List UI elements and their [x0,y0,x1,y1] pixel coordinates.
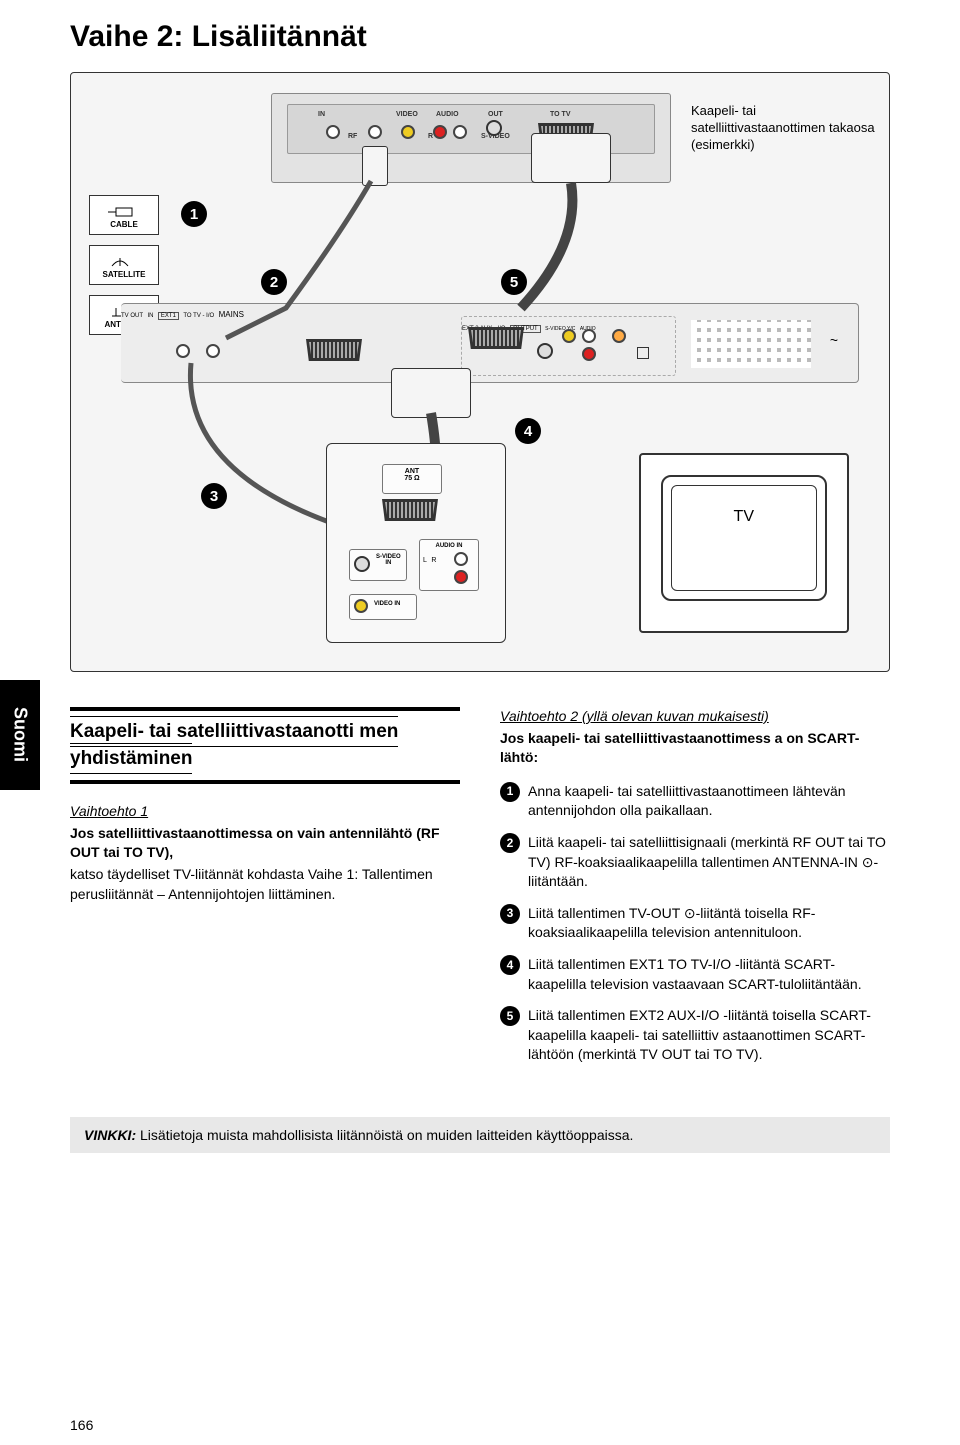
opt2-lead: Jos kaapeli- tai satelliittivastaanottim… [500,729,890,768]
tip-label: VINKKI: [84,1127,136,1143]
stb-device: IN RF VIDEO AUDIO R L OUT S-VIDEO TO TV [271,93,671,183]
recorder-mains-label: MAINS [219,310,244,319]
jack-audio-r [433,125,447,139]
cable-icon [108,202,140,220]
step-text-3: Liitä tallentimen TV-OUT ⊙-liitäntä tois… [528,904,890,943]
scart-plug-top [531,133,611,183]
tv-video-in-label: VIDEO IN [374,601,400,607]
tv-label: TV [734,508,754,526]
opt1-head: Vaihtoehto 1 [70,802,460,822]
tv-svideo-jack [354,556,370,572]
step-4: 4 Liitä tallentimen EXT1 TO TV-I/O -liit… [500,955,890,994]
tv-r-label: R [431,557,436,564]
step-num-2: 2 [500,833,520,853]
jack-rf [368,125,382,139]
step-1: 1 Anna kaapeli- tai satelliittivastaanot… [500,782,890,821]
language-tab: Suomi [0,680,40,790]
step-3: 3 Liitä tallentimen TV-OUT ⊙-liitäntä to… [500,904,890,943]
badge-1: 1 [181,201,207,227]
tip-box: VINKKI: Lisätietoja muista mahdollisista… [70,1117,890,1153]
label-rf: RF [348,133,357,140]
badge-2: 2 [261,269,287,295]
recorder-tvout-label: TV OUT [121,313,143,319]
label-video: VIDEO [396,111,418,118]
satellite-label-box: SATELLITE [89,245,159,285]
tv-video-jack [354,599,368,613]
label-totv: TO TV [550,111,570,118]
recorder-ext1-io-label: TO TV - I/O [183,313,214,319]
badge-3: 3 [201,483,227,509]
tv-audio-l [454,552,468,566]
label-out: OUT [488,111,503,118]
tv-scart [382,499,438,521]
step-num-5: 5 [500,1006,520,1026]
recorder-audio-l [582,329,596,343]
opt2-head: Vaihtoehto 2 (yllä olevan kuvan mukaises… [500,707,890,727]
tv-front [639,453,849,633]
stb-caption: Kaapeli- tai satelliittivastaanottimen t… [691,103,889,154]
page-number: 166 [70,1417,93,1433]
recorder-optical [637,347,649,359]
jack-in [326,125,340,139]
tv-l-label: L [423,557,427,564]
rf-plug [362,146,388,186]
recorder-vent [691,320,811,368]
scart-plug-mid [391,368,471,418]
step-text-5: Liitä tallentimen EXT2 AUX-I/O -liitäntä… [528,1006,890,1065]
recorder-in-jack [206,344,220,358]
tv-svideo-label: S-VIDEO IN [376,554,401,566]
step-text-2: Liitä kaapeli- tai satelliittisignaali (… [528,833,890,892]
recorder-svideo-jack [537,343,553,359]
tv-ant-label: ANT 75 Ω [386,468,438,482]
connection-diagram: IN RF VIDEO AUDIO R L OUT S-VIDEO TO TV … [70,72,890,672]
content-columns: Kaapeli- tai satelliittivastaanotti men … [70,707,890,1077]
recorder-tvout-jack [176,344,190,358]
tip-text: Lisätietoja muista mahdollisista liitänn… [140,1127,633,1143]
tv-back-panel: ANT 75 Ω S-VIDEO IN AUDIO IN L R VIDEO I… [326,443,506,643]
recorder-ext1-scart [306,339,362,361]
step-text-1: Anna kaapeli- tai satelliittivastaanotti… [528,782,890,821]
step-text-4: Liitä tallentimen EXT1 TO TV-I/O -liitän… [528,955,890,994]
jack-audio-l [453,125,467,139]
step-5: 5 Liitä tallentimen EXT2 AUX-I/O -liitän… [500,1006,890,1065]
tv-audio-r [454,570,468,584]
badge-4: 4 [515,418,541,444]
jack-video [401,125,415,139]
opt1-lead: Jos satelliittivastaanottimessa on vain … [70,824,460,863]
cable-label-box: CABLE [89,195,159,235]
page-title: Vaihe 2: Lisäliitännät [0,0,960,72]
step-2: 2 Liitä kaapeli- tai satelliittisignaali… [500,833,890,892]
recorder-ext1-label: EXT1 [158,312,179,320]
recorder-device: TV OUT IN EXT1 TO TV - I/O EXT 2 AUX - I… [121,303,859,383]
label-audio: AUDIO [436,111,459,118]
recorder-cvbs-jack [562,329,576,343]
recorder-audio-r [582,347,596,361]
jack-svideo [486,120,502,136]
section-heading: Kaapeli- tai satelliittivastaanotti men … [70,707,460,784]
badge-5: 5 [501,269,527,295]
recorder-ext2-scart [468,327,524,349]
tv-audio-in-label: AUDIO IN [423,543,475,549]
step-num-4: 4 [500,955,520,975]
mains-tilde: ~ [830,332,838,348]
satellite-icon [108,252,140,270]
recorder-coax [612,329,626,343]
step-num-3: 3 [500,904,520,924]
opt1-body: katso täydelliset TV-liitännät kohdasta … [70,865,460,904]
step-num-1: 1 [500,782,520,802]
label-in: IN [318,111,325,118]
recorder-in-label: IN [147,313,153,319]
label-r: R [428,133,433,140]
